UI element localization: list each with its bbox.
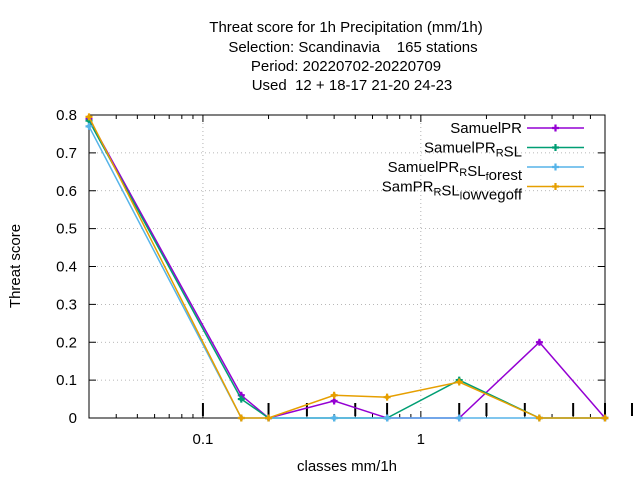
legend-subscript: f [486, 171, 490, 183]
legend-label: SamPRRSLlowvegoff [382, 179, 523, 204]
y-tick-label: 0.5 [56, 221, 77, 238]
series-point-dot [384, 394, 390, 400]
series-point-dot [384, 415, 390, 421]
legend-text: owvegoff [462, 187, 523, 204]
series-point-dot [86, 114, 92, 120]
legend-text: SamuelPR [424, 140, 496, 157]
series-point-dot [537, 340, 542, 345]
legend-text: SamuelPR [450, 120, 522, 137]
series-point-dot [457, 379, 462, 385]
series-point-dot [331, 393, 337, 398]
series-point-dot [457, 415, 462, 421]
plot-border [88, 114, 606, 419]
series-point-dot [331, 415, 337, 421]
chart-title-line-4: Used 12 + 18-17 21-20 24-23 [252, 77, 453, 94]
chart-title-line-2: Selection: Scandinavia 165 stations [228, 39, 477, 56]
y-tick-label: 0.6 [56, 183, 77, 200]
chart-title-line-1: Threat score for 1h Precipitation (mm/1h… [209, 19, 482, 36]
legend-subscript: R [433, 187, 441, 199]
legend-text: SL [504, 144, 522, 161]
chart-title-line-3: Period: 20220702-20220709 [251, 58, 441, 75]
y-tick-label: 0.8 [56, 107, 77, 124]
series-point-dot [86, 124, 92, 129]
data-series [85, 113, 609, 422]
legend-label: SamuelPR [450, 120, 522, 137]
series-point-dot [239, 396, 244, 402]
series-line [88, 116, 605, 419]
x-tick-label: 1 [417, 431, 425, 448]
y-axis-label: Threat score [7, 224, 24, 308]
legend-text: SamPR [382, 179, 434, 196]
y-tick-label: 0.4 [56, 259, 77, 276]
y-tick-label: 0.2 [56, 334, 77, 351]
legend-marker [552, 124, 559, 132]
grid-lines [89, 115, 605, 418]
series-line [88, 126, 605, 419]
series-point-dot [331, 398, 337, 404]
legend-subscript: l [460, 191, 462, 203]
x-tick-label: 0.1 [193, 431, 214, 448]
series-point-dot [239, 415, 244, 421]
legend-marker [552, 183, 559, 190]
x-axis-label: classes mm/1h [297, 458, 397, 475]
series-line [88, 118, 606, 419]
y-tick-label: 0.3 [56, 296, 77, 313]
y-tick-label: 0.1 [56, 372, 77, 389]
legend-text: SL [441, 183, 459, 200]
legend: SamuelPRSamuelPRRSLSamuelPRRSLforestSamP… [382, 120, 584, 204]
plot-frame [88, 114, 606, 419]
legend-text: orest [489, 167, 523, 184]
legend-marker [552, 144, 559, 151]
legend-label: SamuelPRRSLforest [388, 159, 523, 184]
y-tick-label: 0.7 [56, 145, 77, 162]
legend-text: SamuelPR [388, 159, 460, 176]
legend-subscript: R [459, 167, 467, 179]
series-point-dot [537, 415, 542, 421]
series-point-dot [602, 415, 608, 421]
legend-text: SL [467, 163, 485, 180]
series-point-dot [266, 415, 271, 421]
legend-label: SamuelPRRSL [424, 140, 522, 161]
axis-ticks: 0 0.1 0.2 0.3 0.4 0.5 0.6 0.7 0.8 0.1 1 [56, 107, 633, 448]
legend-subscript: R [496, 148, 504, 160]
y-tick-label: 0 [69, 410, 77, 427]
legend-marker [552, 163, 559, 171]
